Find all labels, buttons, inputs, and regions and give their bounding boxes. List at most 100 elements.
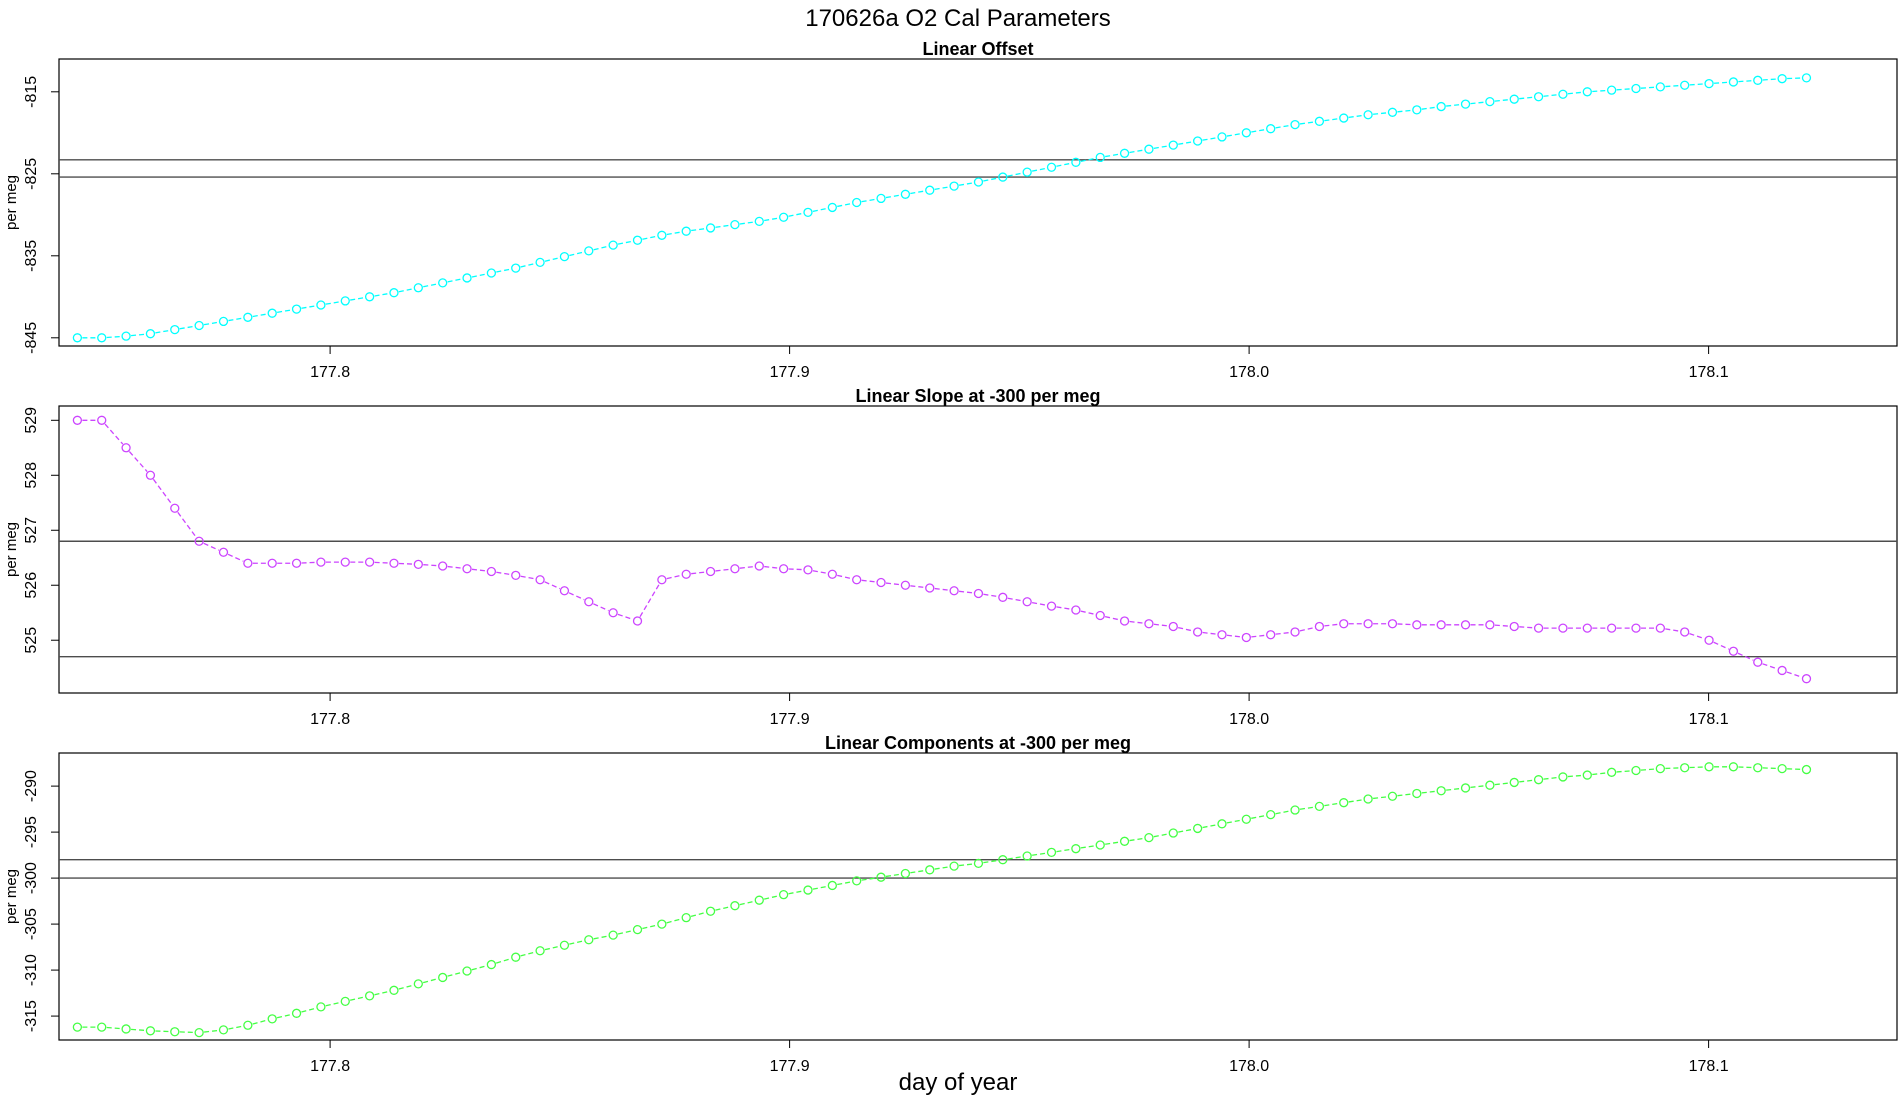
data-point bbox=[1119, 148, 1130, 158]
panel-3: Linear Components at -300 per meg -290 -29… bbox=[3, 733, 1898, 1075]
series-segment bbox=[1689, 766, 1705, 769]
data-point bbox=[1631, 765, 1641, 776]
data-point bbox=[949, 586, 959, 596]
series-segment bbox=[252, 1019, 268, 1025]
data-point bbox=[291, 304, 302, 314]
data-point bbox=[1655, 763, 1666, 774]
data-point bbox=[852, 197, 862, 208]
data-point bbox=[170, 1027, 180, 1037]
x-tick-label: 178.1 bbox=[1689, 1058, 1729, 1075]
series-segment bbox=[301, 305, 317, 309]
data-point bbox=[778, 890, 789, 900]
series-segment bbox=[837, 574, 852, 580]
data-point bbox=[1266, 809, 1276, 820]
series-segment bbox=[1421, 106, 1437, 110]
series-segment bbox=[1640, 768, 1656, 771]
data-point bbox=[1801, 674, 1812, 684]
data-point bbox=[316, 1002, 326, 1012]
x-tick-label: 177.8 bbox=[310, 364, 350, 381]
series-segment bbox=[1080, 610, 1096, 616]
data-point bbox=[1436, 101, 1446, 112]
data-point bbox=[462, 564, 472, 574]
series-segment bbox=[1421, 790, 1437, 794]
data-point bbox=[1339, 798, 1349, 808]
series-segment bbox=[1324, 623, 1339, 627]
x-tick-label: 177.9 bbox=[770, 1058, 810, 1075]
data-point bbox=[1071, 844, 1081, 854]
data-point bbox=[657, 575, 667, 585]
data-point bbox=[1582, 87, 1592, 97]
data-point bbox=[243, 558, 253, 568]
data-point bbox=[1460, 620, 1471, 630]
series-segment bbox=[155, 329, 170, 334]
data-point bbox=[584, 597, 594, 607]
y-tick-label: -845 bbox=[23, 322, 40, 354]
series-segment bbox=[301, 561, 316, 564]
series-segment bbox=[837, 202, 852, 208]
series-segment bbox=[983, 859, 998, 864]
data-point bbox=[72, 333, 83, 343]
series-segment bbox=[639, 583, 660, 618]
data-point bbox=[340, 296, 350, 306]
data-point bbox=[705, 906, 716, 916]
data-series bbox=[72, 762, 1812, 1038]
series-segment bbox=[1689, 632, 1705, 640]
data-point bbox=[1801, 764, 1812, 775]
series-segment bbox=[934, 186, 950, 191]
series-segment bbox=[104, 423, 124, 445]
series-segment bbox=[423, 283, 438, 288]
data-point bbox=[1777, 665, 1787, 676]
y-tick-label: 525 bbox=[23, 627, 40, 654]
series-segment bbox=[374, 561, 390, 564]
data-point bbox=[1022, 167, 1032, 177]
series-segment bbox=[1494, 624, 1510, 627]
data-point bbox=[535, 257, 545, 268]
data-point bbox=[681, 569, 691, 579]
series-segment bbox=[1105, 841, 1120, 845]
data-point bbox=[608, 930, 618, 940]
series-segment bbox=[642, 924, 658, 930]
data-point bbox=[1217, 630, 1227, 640]
y-tick-label: -315 bbox=[23, 1000, 40, 1032]
series-segment bbox=[325, 301, 341, 305]
series-segment bbox=[642, 235, 658, 240]
series-segment bbox=[1616, 770, 1632, 773]
data-point bbox=[949, 861, 959, 871]
data-point bbox=[1168, 621, 1178, 632]
data-point bbox=[1460, 783, 1471, 793]
series-segment bbox=[1738, 766, 1753, 769]
data-point bbox=[657, 230, 667, 240]
data-point bbox=[1022, 597, 1032, 607]
series-segment bbox=[1031, 167, 1047, 172]
data-point bbox=[535, 946, 545, 956]
series-segment bbox=[1178, 828, 1193, 833]
series-segment bbox=[1446, 103, 1461, 107]
data-point bbox=[1046, 162, 1057, 172]
series-segment bbox=[1470, 101, 1485, 105]
data-point bbox=[438, 278, 448, 288]
series-segment bbox=[1397, 793, 1412, 797]
series-segment bbox=[471, 568, 487, 572]
series-segment bbox=[910, 869, 925, 874]
series-segment bbox=[155, 1030, 170, 1033]
data-point bbox=[413, 559, 423, 569]
series-segment bbox=[1665, 767, 1680, 770]
series-segment bbox=[958, 182, 974, 186]
data-point bbox=[1631, 623, 1641, 633]
series-segment bbox=[1080, 845, 1096, 849]
data-point bbox=[1607, 623, 1617, 633]
series-segment bbox=[910, 585, 925, 589]
series-segment bbox=[1567, 774, 1583, 778]
data-point bbox=[1290, 627, 1300, 637]
data-point bbox=[1290, 805, 1300, 815]
data-point bbox=[632, 924, 643, 935]
data-point bbox=[413, 979, 423, 989]
series-segment bbox=[1348, 114, 1364, 119]
series-segment bbox=[666, 574, 682, 580]
data-point bbox=[1582, 623, 1592, 633]
series-segment bbox=[1226, 819, 1242, 824]
data-point bbox=[97, 415, 107, 425]
data-point bbox=[1704, 635, 1714, 645]
series-segment bbox=[1153, 145, 1169, 150]
series-segment bbox=[983, 593, 998, 598]
